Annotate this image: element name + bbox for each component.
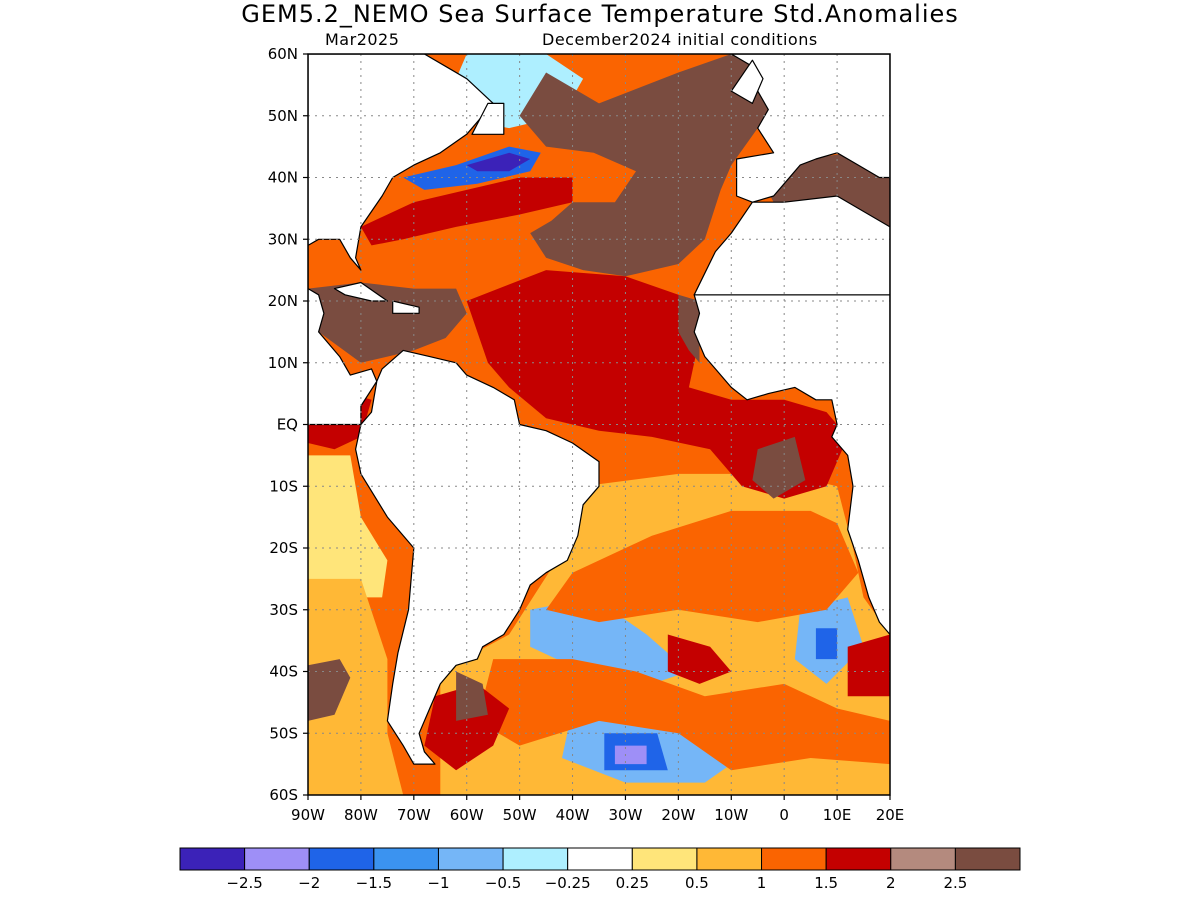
colorbar-label: −2: [298, 874, 320, 892]
lon-tick-label: 0: [779, 806, 789, 824]
lon-tick-label: 20E: [876, 806, 905, 824]
colorbar-swatch: [244, 847, 310, 871]
anomaly-region-shelf-cold-core: [466, 152, 531, 172]
colorbar-swatch: [437, 847, 504, 871]
lon-tick-label: 90W: [291, 806, 325, 824]
lon-tick-label: 10E: [823, 806, 852, 824]
lon-tick-label: 10W: [714, 806, 748, 824]
colorbar-label: −1.5: [356, 874, 392, 892]
lat-tick-label: 60S: [269, 786, 298, 804]
colorbar-swatch: [373, 847, 439, 871]
anomaly-region-south-atlantic-cold-centre: [614, 745, 647, 765]
land-africa: [693, 294, 890, 636]
lon-tick-label: 70W: [397, 806, 431, 824]
initial-conditions-label: December2024 initial conditions: [542, 30, 818, 49]
anomaly-region-southeast-pacific-broad: [308, 578, 404, 795]
anomaly-region-south-atlantic-midlat: [477, 659, 890, 771]
lat-tick-label: EQ: [277, 416, 298, 434]
anomaly-region-south-pacific-coast: [308, 455, 388, 598]
colorbar-label: 1.5: [814, 874, 838, 892]
lat-tick-label: 20S: [269, 539, 298, 557]
anomaly-region-west-africa-coast: [678, 294, 700, 363]
land-hispaniola: [392, 300, 420, 314]
colorbar-label: −2.5: [226, 874, 262, 892]
land-layer: [308, 54, 890, 765]
grid-layer: [308, 54, 890, 795]
colorbar-swatch: [825, 847, 892, 871]
colorbar-swatch: [179, 847, 246, 871]
colorbar-label: 2.5: [943, 874, 967, 892]
colorbar-swatch: [308, 847, 375, 871]
land-north-america: [308, 54, 494, 426]
colorbar-label: 0.25: [616, 874, 649, 892]
lat-tick-label: 40S: [269, 663, 298, 681]
colorbar-swatch: [954, 847, 1021, 871]
map-title: GEM5.2_NEMO Sea Surface Temperature Std.…: [241, 0, 959, 28]
plot-area: [308, 54, 890, 795]
colorbar-swatch: [567, 847, 633, 871]
colorbar-label: 0.5: [685, 874, 709, 892]
land-iceland-uk: [730, 59, 764, 105]
colorbar-swatch: [696, 847, 763, 871]
lon-tick-label: 60W: [450, 806, 484, 824]
lon-tick-label: 20W: [661, 806, 695, 824]
valid-month-label: Mar2025: [325, 30, 400, 49]
anomaly-region-south-atlantic-subtropical: [546, 510, 859, 623]
colorbar-swatch: [631, 847, 698, 871]
axis-layer: 60N 50N 40N 30N 20N 10N EQ 10S 20S 30S 40S 50S 60S 90…: [268, 45, 905, 824]
land-iberia-europe: [730, 54, 890, 203]
colorbar: −2.5 −2 −1.5 −1 −0.5 −0.25 0.25 0.5 1 1.5 2 2.5: [179, 847, 1021, 892]
lat-tick-label: 60N: [268, 45, 298, 63]
anomaly-region-southeast-pacific: [308, 659, 351, 721]
lat-tick-label: 40N: [268, 169, 298, 187]
anomaly-region-gulf-of-guinea: [752, 436, 806, 499]
lat-tick-label: 20N: [268, 292, 298, 310]
anomaly-region-patagonia-shelf: [456, 671, 488, 721]
colorbar-label: 2: [886, 874, 896, 892]
colorbar-swatch: [502, 847, 569, 871]
colorbar-label: −1: [427, 874, 449, 892]
colorbar-label: −0.5: [485, 874, 521, 892]
colorbar-label: −0.25: [545, 874, 591, 892]
anomaly-region-cape-cold-core: [815, 628, 838, 660]
colorbar-label: 1: [757, 874, 767, 892]
land-north-africa: [693, 195, 890, 296]
colorbar-swatch: [761, 847, 827, 871]
anomaly-region-caribbean: [308, 282, 467, 363]
lat-tick-label: 10S: [269, 477, 298, 495]
lat-tick-label: 30S: [269, 601, 298, 619]
colorbar-swatch: [890, 847, 956, 871]
anomaly-layer: [308, 54, 890, 795]
lon-tick-label: 80W: [344, 806, 378, 824]
lat-tick-label: 50S: [269, 724, 298, 742]
anomaly-region-benguela: [847, 634, 890, 697]
anomaly-region-north-atlantic-subtropical: [519, 54, 785, 277]
anomaly-region-tropical-north-atlantic: [466, 270, 848, 499]
lon-tick-label: 30W: [608, 806, 642, 824]
lon-tick-label: 40W: [556, 806, 590, 824]
lat-tick-label: 30N: [268, 230, 298, 248]
lat-tick-label: 10N: [268, 354, 298, 372]
lon-tick-label: 50W: [503, 806, 537, 824]
land-newfoundland: [471, 102, 505, 135]
lat-tick-label: 50N: [268, 107, 298, 125]
